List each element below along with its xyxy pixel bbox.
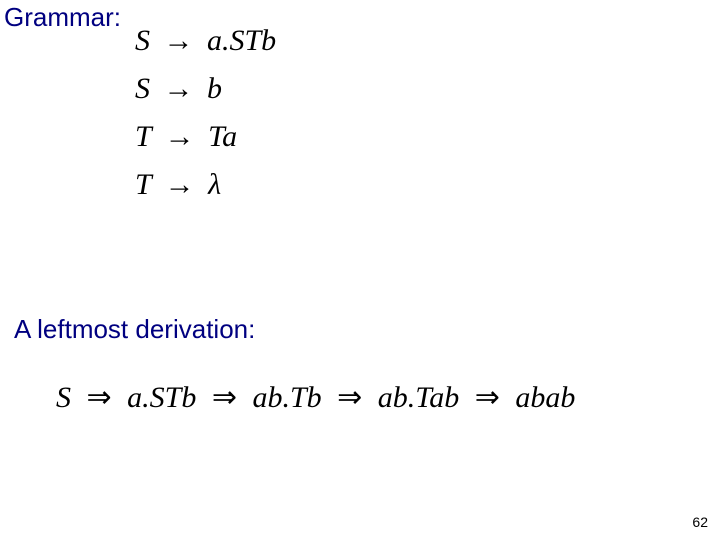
- grammar-rules-block: S → a.STb S → b T → Ta T → λ: [135, 24, 276, 216]
- production-arrow-icon: →: [164, 72, 194, 106]
- derives-arrow-icon: ⇒: [212, 380, 237, 415]
- derivation-step: a.STb: [127, 381, 196, 414]
- rule-rhs: Ta: [208, 120, 237, 153]
- production-arrow-icon: →: [165, 168, 195, 202]
- rule-lhs: S: [135, 24, 150, 57]
- rule-rhs: b: [207, 72, 222, 105]
- page-number: 62: [692, 514, 708, 530]
- derivation-heading: A leftmost derivation:: [14, 314, 255, 345]
- rule-rhs: λ: [208, 168, 221, 201]
- derivation-step: ab.Tb: [252, 381, 321, 414]
- derivation-step: ab.Tab: [378, 381, 459, 414]
- derivation-line: S ⇒ a.STb ⇒ ab.Tb ⇒ ab.Tab ⇒ abab: [56, 380, 575, 415]
- derives-arrow-icon: ⇒: [475, 380, 500, 415]
- derivation-step: abab: [515, 381, 575, 414]
- grammar-heading: Grammar:: [4, 2, 121, 33]
- rule-rhs: a.STb: [207, 24, 276, 57]
- rule-lhs: T: [135, 168, 151, 201]
- grammar-rule: T → Ta: [135, 120, 276, 154]
- derives-arrow-icon: ⇒: [87, 380, 112, 415]
- grammar-rule: S → b: [135, 72, 276, 106]
- derives-arrow-icon: ⇒: [337, 380, 362, 415]
- derivation-step: S: [56, 381, 71, 414]
- production-arrow-icon: →: [164, 24, 194, 58]
- grammar-rule: T → λ: [135, 168, 276, 202]
- rule-lhs: S: [135, 72, 150, 105]
- rule-lhs: T: [135, 120, 151, 153]
- production-arrow-icon: →: [165, 120, 195, 154]
- grammar-rule: S → a.STb: [135, 24, 276, 58]
- slide-page: Grammar: S → a.STb S → b T → Ta T → λ A …: [0, 0, 720, 540]
